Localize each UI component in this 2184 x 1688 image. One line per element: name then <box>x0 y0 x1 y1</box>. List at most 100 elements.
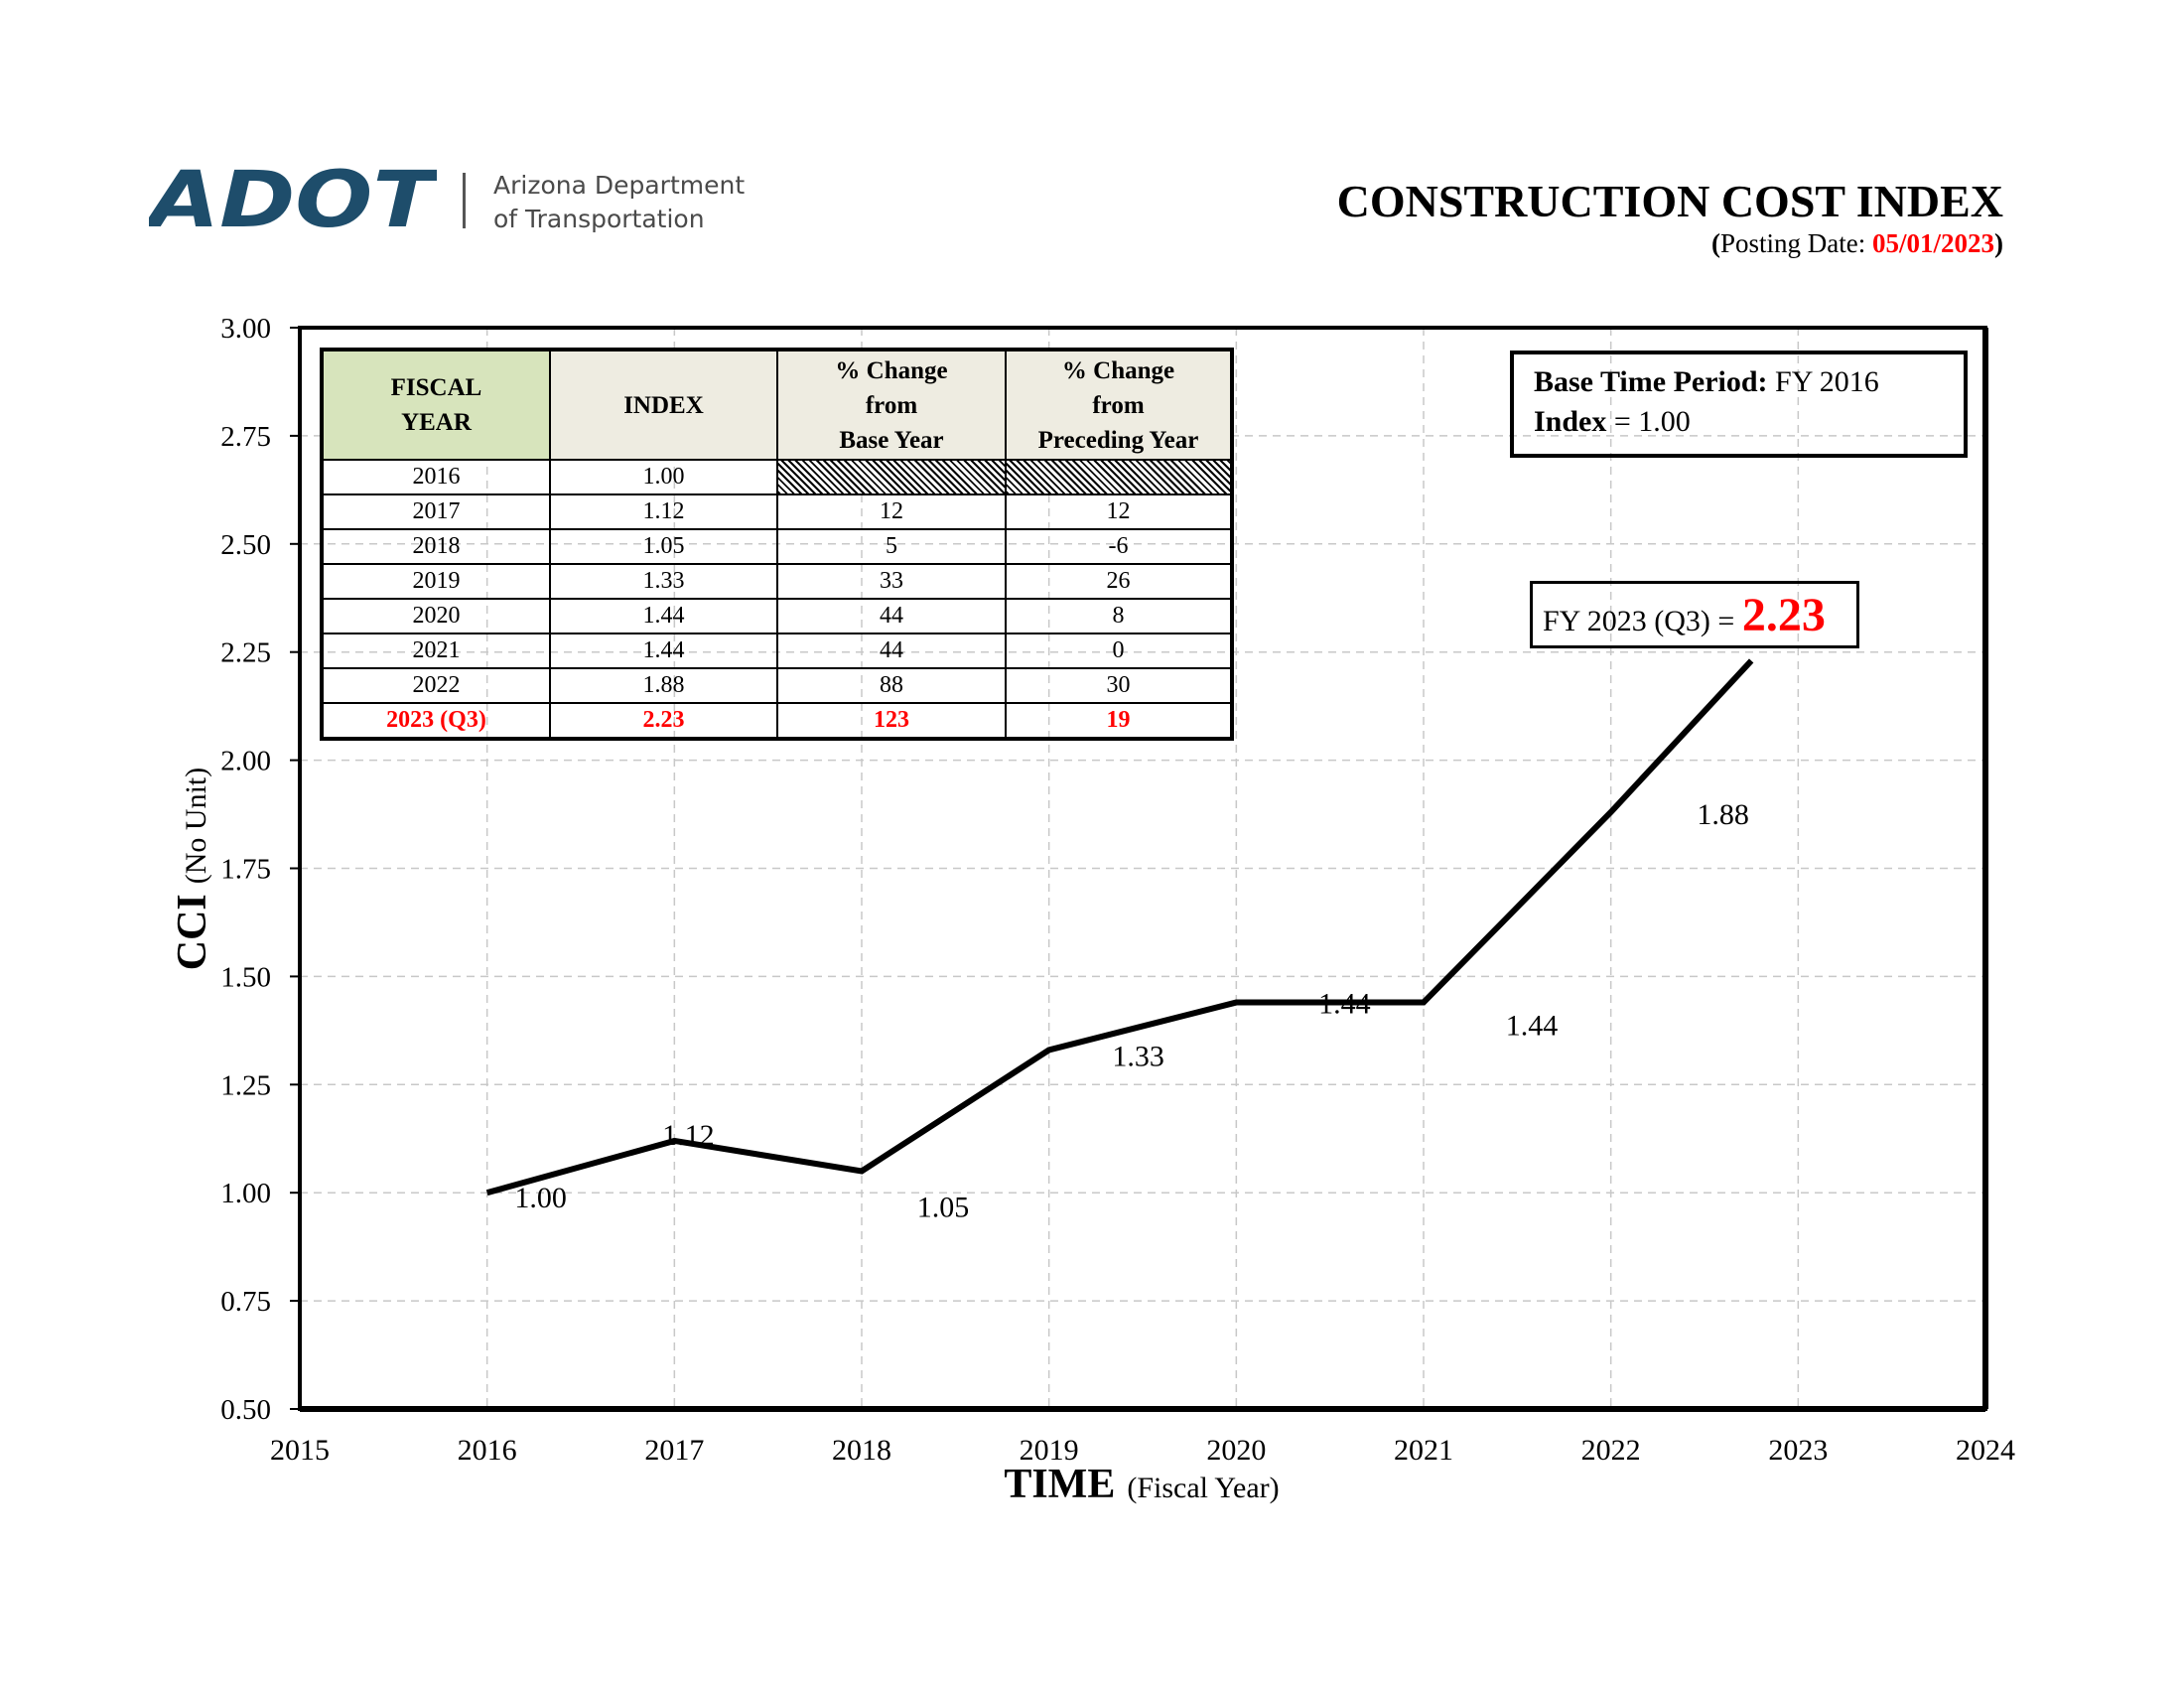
table-cell: 0 <box>1005 633 1233 669</box>
table-header-0: FISCAL YEAR <box>321 349 551 461</box>
table-cell: 2021 <box>321 633 551 669</box>
table-cell: 5 <box>776 528 1007 565</box>
y-axis-title: CCI <box>170 894 215 970</box>
y-tick-label: 1.00 <box>220 1178 271 1209</box>
table-cell: 26 <box>1005 563 1233 600</box>
y-tick-label: 0.50 <box>220 1394 271 1426</box>
table-cell: 1.44 <box>549 598 778 634</box>
table-cell: 30 <box>1005 667 1233 704</box>
table-cell: 2017 <box>321 493 551 530</box>
table-cell: 2019 <box>321 563 551 600</box>
base-period-box: Base Time Period: FY 2016 Index = 1.00 <box>1510 351 1968 458</box>
y-tick-label: 2.00 <box>220 746 271 777</box>
table-cell: 44 <box>776 633 1007 669</box>
table-cell: 2020 <box>321 598 551 634</box>
x-tick-label: 2020 <box>1206 1434 1266 1467</box>
data-label: 1.44 <box>1318 988 1371 1021</box>
table-header-1: INDEX <box>549 349 778 461</box>
org-line-1: Arizona Department <box>493 171 746 200</box>
table-row: 2019 1.33 33 26 <box>321 563 1233 600</box>
y-tick-label: 2.25 <box>220 637 271 669</box>
table-cell: 2022 <box>321 667 551 704</box>
data-label: 1.00 <box>514 1182 567 1214</box>
y-tick-label: 2.50 <box>220 529 271 561</box>
page-title: CONSTRUCTION COST INDEX <box>1336 176 2003 226</box>
table-row: 2016 1.00 <box>321 459 1233 495</box>
table-cell: 12 <box>1005 493 1233 530</box>
x-tick-label: 2017 <box>644 1434 704 1467</box>
table-cell: -6 <box>1005 528 1233 565</box>
data-label: 1.05 <box>917 1191 970 1223</box>
table-cell: 1.05 <box>549 528 778 565</box>
table-row: 2020 1.44 44 8 <box>321 598 1233 634</box>
x-axis-label: TIME (Fiscal Year) <box>1004 1462 1279 1507</box>
y-tick-label: 0.75 <box>220 1286 271 1318</box>
table-cell: 1.12 <box>549 493 778 530</box>
cci-line <box>485 658 1754 1196</box>
table-cell: 2.23 <box>549 702 778 740</box>
data-label: 1.33 <box>1112 1040 1164 1072</box>
table-cell <box>776 459 1007 495</box>
table-cell: 8 <box>1005 598 1233 634</box>
adot-logo: ADOT <box>149 167 437 232</box>
svg-text:ADOT: ADOT <box>149 167 437 232</box>
x-tick-label: 2023 <box>1768 1434 1828 1467</box>
table-cell: 2018 <box>321 528 551 565</box>
x-tick-label: 2018 <box>832 1434 891 1467</box>
x-tick-label: 2019 <box>1020 1434 1079 1467</box>
table-cell: 33 <box>776 563 1007 600</box>
base-index-label: Index <box>1534 405 1607 438</box>
x-axis-subtitle: (Fiscal Year) <box>1127 1472 1279 1504</box>
table-row: 2021 1.44 44 0 <box>321 633 1233 669</box>
data-label: 1.44 <box>1506 1010 1559 1043</box>
data-label: 1.12 <box>662 1119 715 1152</box>
y-tick-label: 1.50 <box>220 961 271 993</box>
table-cell: 2023 (Q3) <box>321 702 551 740</box>
base-index-value: = 1.00 <box>1606 405 1691 438</box>
current-value-callout: FY 2023 (Q3) = 2.23 <box>1530 581 1859 648</box>
table-header-3: % Change from Preceding Year <box>1005 349 1233 461</box>
table-row: 2017 1.12 12 12 <box>321 493 1233 530</box>
table-cell: 19 <box>1005 702 1233 740</box>
table-header-2: % Change from Base Year <box>776 349 1007 461</box>
x-tick-label: 2024 <box>1956 1434 2015 1467</box>
table-row: 2023 (Q3) 2.23 123 19 <box>321 702 1233 740</box>
y-tick-label: 1.75 <box>220 854 271 886</box>
table-cell: 1.33 <box>549 563 778 600</box>
y-axis-label: CCI (No Unit) <box>170 768 215 971</box>
x-tick-label: 2015 <box>270 1434 330 1467</box>
y-tick-label: 1.25 <box>220 1069 271 1101</box>
data-label: 1.88 <box>1697 798 1749 831</box>
table-cell: 12 <box>776 493 1007 530</box>
x-tick-label: 2016 <box>458 1434 517 1467</box>
base-period-value: FY 2016 <box>1767 365 1879 398</box>
posting-date-line: (Posting Date: 05/01/2023) <box>1710 228 2003 258</box>
cci-table: FISCAL YEAR INDEX% Change from Base Year% Ch… <box>320 348 1234 741</box>
y-tick-label: 2.75 <box>220 421 271 453</box>
logo-divider <box>463 173 466 228</box>
y-axis-subtitle: (No Unit) <box>180 768 212 884</box>
posting-date: 05/01/2023 <box>1871 228 1994 258</box>
callout-text: FY 2023 (Q3) = <box>1543 605 1742 637</box>
table-cell: 1.88 <box>549 667 778 704</box>
table-row: 2022 1.88 88 30 <box>321 667 1233 704</box>
table-cell: 44 <box>776 598 1007 634</box>
table-cell: 1.00 <box>549 459 778 495</box>
x-tick-label: 2022 <box>1581 1434 1641 1467</box>
x-axis-title: TIME <box>1004 1462 1115 1507</box>
callout-value: 2.23 <box>1741 589 1826 641</box>
table-row: 2018 1.05 5 -6 <box>321 528 1233 565</box>
x-tick-label: 2021 <box>1394 1434 1453 1467</box>
y-tick-label: 3.00 <box>220 313 271 345</box>
table-cell: 1.44 <box>549 633 778 669</box>
org-line-2: of Transportation <box>493 205 705 233</box>
org-name: Arizona Department of Transportation <box>493 169 745 236</box>
table-cell <box>1005 459 1233 495</box>
posting-label: Posting Date: <box>1719 228 1872 258</box>
table-cell: 123 <box>776 702 1007 740</box>
table-cell: 2016 <box>321 459 551 495</box>
base-period-label: Base Time Period: <box>1534 365 1768 398</box>
table-cell: 88 <box>776 667 1007 704</box>
